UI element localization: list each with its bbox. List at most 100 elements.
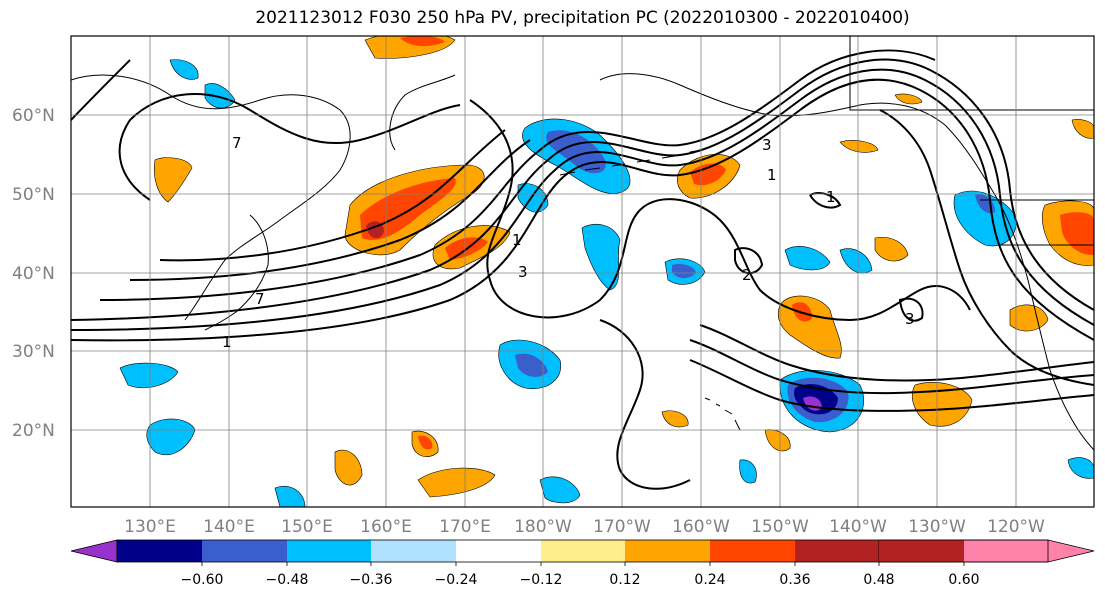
pv-contour bbox=[71, 58, 1094, 321]
contour-label: 2 bbox=[742, 266, 752, 284]
colorbar-segment bbox=[456, 540, 541, 562]
negative-anomaly-core bbox=[672, 263, 696, 279]
colorbar-segment bbox=[625, 540, 710, 562]
positive-anomaly-area bbox=[153, 157, 193, 203]
contour-label: 1 bbox=[826, 188, 836, 206]
alaska-coastline bbox=[599, 73, 1094, 451]
colorbar-tick-label: 0.36 bbox=[779, 572, 810, 588]
lat-label: 60°N bbox=[12, 106, 55, 126]
colorbar-segment bbox=[541, 540, 625, 562]
negative-anomaly-area bbox=[146, 418, 196, 456]
lat-label: 20°N bbox=[12, 421, 55, 441]
positive-anomaly-area bbox=[661, 410, 689, 428]
positive-anomaly-core bbox=[418, 435, 433, 450]
lon-label: 160°E bbox=[360, 517, 412, 537]
contour-label: 1 bbox=[767, 166, 777, 184]
positive-anomaly-area bbox=[764, 429, 791, 452]
colorbar-tick-label: −0.48 bbox=[266, 572, 309, 588]
positive-anomaly-core bbox=[400, 36, 445, 47]
colorbar-frame bbox=[116, 539, 1049, 563]
pv-contour bbox=[99, 49, 936, 301]
lon-label: 170°E bbox=[439, 517, 491, 537]
positive-anomaly-area bbox=[894, 93, 923, 105]
colorbar-ticks bbox=[201, 562, 965, 566]
colorbar-tick-label: 0.60 bbox=[948, 572, 979, 588]
map-title: 2021123012 F030 250 hPa PV, precipitatio… bbox=[255, 8, 910, 28]
positive-anomaly-area bbox=[839, 140, 879, 153]
positive-anomaly-core bbox=[360, 178, 456, 240]
map-background bbox=[71, 36, 1094, 507]
contour-labels: 7 1 7 3 1 3 2 1 1 3 bbox=[222, 134, 915, 351]
lat-label: 50°N bbox=[12, 185, 55, 205]
contour-label: 3 bbox=[762, 136, 772, 154]
positive-anomaly-area bbox=[417, 467, 496, 498]
pv-contour bbox=[159, 129, 506, 262]
positive-anomaly-area bbox=[911, 382, 973, 427]
kamchatka-coastline bbox=[389, 74, 456, 151]
colorbar-segment bbox=[710, 540, 795, 562]
lon-label: 170°W bbox=[593, 517, 651, 537]
pv-contour bbox=[689, 359, 1094, 412]
negative-anomaly-area bbox=[539, 476, 581, 504]
negative-anomaly-area bbox=[274, 486, 306, 507]
lon-label: 140°W bbox=[829, 517, 887, 537]
colorbar-tick-label: 0.12 bbox=[609, 572, 640, 588]
lon-label: 120°W bbox=[987, 517, 1045, 537]
positive-anomaly-area bbox=[739, 459, 757, 484]
positive-anomaly-core bbox=[690, 163, 726, 186]
canada-coastline bbox=[849, 36, 1094, 111]
negative-anomaly-area bbox=[784, 246, 831, 271]
pv-contours bbox=[71, 49, 1094, 490]
map-frame bbox=[70, 35, 1095, 508]
lon-label: 150°E bbox=[281, 517, 333, 537]
pv-contour bbox=[898, 297, 924, 322]
positive-anomaly-area bbox=[334, 449, 363, 486]
pv-contour bbox=[129, 139, 531, 281]
colorbar-segment bbox=[287, 540, 371, 562]
contour-label: 3 bbox=[905, 310, 915, 328]
pv-contour bbox=[71, 59, 461, 201]
asia-coastline bbox=[71, 74, 351, 321]
contour-label: 1 bbox=[222, 333, 232, 351]
colorbar-tick-label: −0.24 bbox=[435, 572, 478, 588]
negative-anomaly-area bbox=[839, 248, 873, 274]
pv-contour bbox=[699, 324, 1094, 382]
lon-label: 160°W bbox=[672, 517, 730, 537]
colorbar-tick-label: −0.12 bbox=[520, 572, 563, 588]
positive-anomaly-area bbox=[874, 237, 909, 262]
negative-anomaly-area bbox=[169, 59, 199, 80]
lat-labels: 60°N 50°N 40°N 30°N 20°N bbox=[12, 106, 55, 441]
pv-contour bbox=[809, 192, 842, 209]
contour-label: 7 bbox=[232, 134, 242, 152]
colorbar-segment bbox=[879, 540, 964, 562]
colorbar-segment bbox=[371, 540, 456, 562]
negative-anomaly-core bbox=[515, 353, 548, 377]
colorbar-tick-label: 0.24 bbox=[694, 572, 725, 588]
lon-label: 180°W bbox=[514, 517, 572, 537]
colorbar: −0.60 −0.48 −0.36 −0.24 −0.12 0.12 0.24 … bbox=[70, 539, 1095, 588]
positive-anomaly-core bbox=[1060, 212, 1094, 256]
pv-contour bbox=[734, 247, 764, 275]
lon-label: 140°E bbox=[203, 517, 255, 537]
positive-anomaly-area bbox=[1071, 119, 1094, 139]
graticule bbox=[71, 36, 1094, 507]
lon-label: 130°E bbox=[124, 517, 176, 537]
colorbar-segment bbox=[202, 540, 287, 562]
contour-label: 1 bbox=[512, 231, 522, 249]
colorbar-tick-label: −0.36 bbox=[350, 572, 393, 588]
lon-labels: 130°E 140°E 150°E 160°E 170°E 180°W 170°… bbox=[124, 517, 1045, 537]
negative-anomaly-area bbox=[119, 362, 179, 389]
colorbar-segment bbox=[117, 540, 202, 562]
pv-contour bbox=[71, 78, 1094, 342]
lat-label: 30°N bbox=[12, 342, 55, 362]
pv-contour bbox=[879, 109, 1094, 386]
hawaii-islands bbox=[704, 397, 741, 431]
pv-contour bbox=[689, 339, 1094, 395]
pv-contour bbox=[469, 99, 971, 322]
pv-contour bbox=[71, 68, 1094, 331]
contour-label: 7 bbox=[255, 290, 265, 308]
contour-label: 3 bbox=[518, 263, 528, 281]
negative-anomaly-area bbox=[204, 83, 236, 109]
lon-label: 130°W bbox=[908, 517, 966, 537]
